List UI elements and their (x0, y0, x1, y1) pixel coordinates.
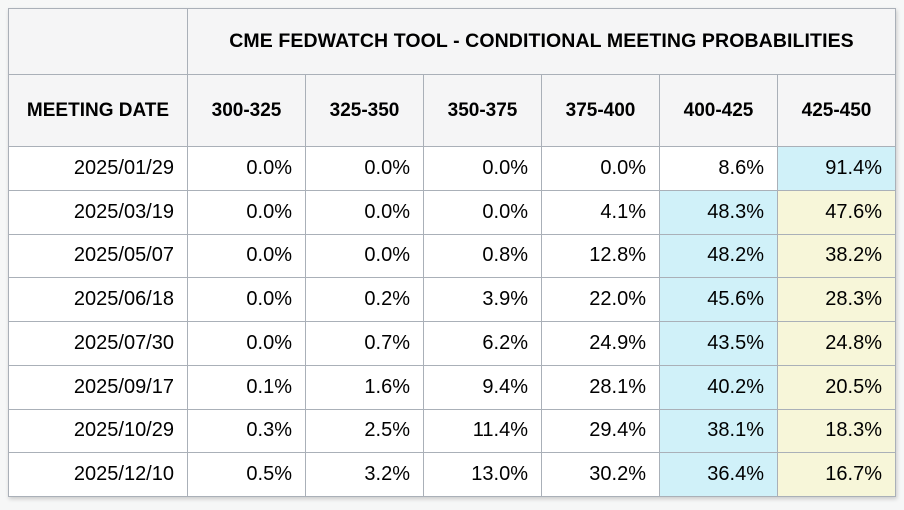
meeting-date-cell: 2025/06/18 (8, 277, 188, 322)
table-row: 2025/09/17 0.1% 1.6% 9.4% 28.1% 40.2% 20.5% (8, 364, 896, 410)
probability-cell: 43.5% (659, 321, 778, 366)
probability-cell: 0.0% (541, 146, 660, 191)
rate-header-300-325: 300-325 (187, 74, 306, 147)
probability-cell: 0.0% (187, 321, 306, 366)
meeting-date-cell: 2025/01/29 (8, 146, 188, 191)
probability-cell: 2.5% (305, 408, 424, 454)
probability-cell: 20.5% (777, 364, 896, 410)
probability-cell: 18.3% (777, 408, 896, 454)
table-row: 2025/07/30 0.0% 0.7% 6.2% 24.9% 43.5% 24.8% (8, 321, 896, 366)
rate-header-425-450: 425-450 (777, 74, 896, 147)
probability-cell: 9.4% (423, 364, 542, 410)
meeting-date-cell: 2025/12/10 (8, 452, 188, 497)
probability-cell: 0.0% (187, 146, 306, 191)
probability-cell: 29.4% (541, 408, 660, 454)
rate-header-350-375: 350-375 (423, 74, 542, 147)
probability-cell: 0.0% (187, 277, 306, 322)
table-row: 2025/03/19 0.0% 0.0% 0.0% 4.1% 48.3% 47.6% (8, 189, 896, 235)
probability-cell: 28.1% (541, 364, 660, 410)
probability-cell: 38.2% (777, 233, 896, 279)
probability-cell: 47.6% (777, 189, 896, 235)
probability-cell: 8.6% (659, 146, 778, 191)
probability-cell: 0.1% (187, 364, 306, 410)
probability-cell: 30.2% (541, 452, 660, 497)
probability-cell: 24.9% (541, 321, 660, 366)
probability-cell: 48.3% (659, 189, 778, 235)
probability-cell: 0.0% (187, 233, 306, 279)
probabilities-table: CME FEDWATCH TOOL - CONDITIONAL MEETING … (8, 8, 896, 497)
probability-cell: 0.3% (187, 408, 306, 454)
probability-cell: 0.0% (305, 189, 424, 235)
probability-cell: 0.0% (423, 189, 542, 235)
meeting-date-header: MEETING DATE (8, 74, 188, 147)
probability-cell: 28.3% (777, 277, 896, 322)
probability-cell: 0.7% (305, 321, 424, 366)
probability-cell: 11.4% (423, 408, 542, 454)
probability-cell: 12.8% (541, 233, 660, 279)
probability-cell: 3.9% (423, 277, 542, 322)
probability-cell: 22.0% (541, 277, 660, 322)
table-row: 2025/01/29 0.0% 0.0% 0.0% 0.0% 8.6% 91.4% (8, 146, 896, 191)
probability-cell: 0.0% (305, 146, 424, 191)
probability-cell: 1.6% (305, 364, 424, 410)
table-body: 2025/01/29 0.0% 0.0% 0.0% 0.0% 8.6% 91.4% 2025/… (8, 146, 896, 497)
probability-cell: 45.6% (659, 277, 778, 322)
probability-cell: 13.0% (423, 452, 542, 497)
probability-cell: 40.2% (659, 364, 778, 410)
rate-header-400-425: 400-425 (659, 74, 778, 147)
meeting-date-cell: 2025/05/07 (8, 233, 188, 279)
probability-cell: 0.0% (187, 189, 306, 235)
title-row: CME FEDWATCH TOOL - CONDITIONAL MEETING … (8, 8, 896, 75)
meeting-date-cell: 2025/10/29 (8, 408, 188, 454)
corner-cell (8, 8, 188, 75)
probability-cell: 0.5% (187, 452, 306, 497)
table-row: 2025/12/10 0.5% 3.2% 13.0% 30.2% 36.4% 16.7% (8, 452, 896, 497)
rate-header-375-400: 375-400 (541, 74, 660, 147)
probability-cell: 38.1% (659, 408, 778, 454)
rate-header-325-350: 325-350 (305, 74, 424, 147)
table-row: 2025/05/07 0.0% 0.0% 0.8% 12.8% 48.2% 38.2% (8, 233, 896, 279)
probability-cell: 48.2% (659, 233, 778, 279)
probability-cell: 0.0% (423, 146, 542, 191)
table-title: CME FEDWATCH TOOL - CONDITIONAL MEETING … (187, 8, 896, 75)
probability-cell: 6.2% (423, 321, 542, 366)
probability-cell: 91.4% (777, 146, 896, 191)
meeting-date-cell: 2025/09/17 (8, 364, 188, 410)
probability-cell: 0.8% (423, 233, 542, 279)
probability-cell: 16.7% (777, 452, 896, 497)
probability-cell: 36.4% (659, 452, 778, 497)
header-row: MEETING DATE 300-325 325-350 350-375 375… (8, 74, 896, 147)
probability-cell: 24.8% (777, 321, 896, 366)
probability-cell: 0.0% (305, 233, 424, 279)
meeting-date-cell: 2025/07/30 (8, 321, 188, 366)
probability-cell: 4.1% (541, 189, 660, 235)
table-row: 2025/06/18 0.0% 0.2% 3.9% 22.0% 45.6% 28.3% (8, 277, 896, 322)
table-row: 2025/10/29 0.3% 2.5% 11.4% 29.4% 38.1% 18.3% (8, 408, 896, 454)
probability-cell: 0.2% (305, 277, 424, 322)
probability-cell: 3.2% (305, 452, 424, 497)
meeting-date-cell: 2025/03/19 (8, 189, 188, 235)
